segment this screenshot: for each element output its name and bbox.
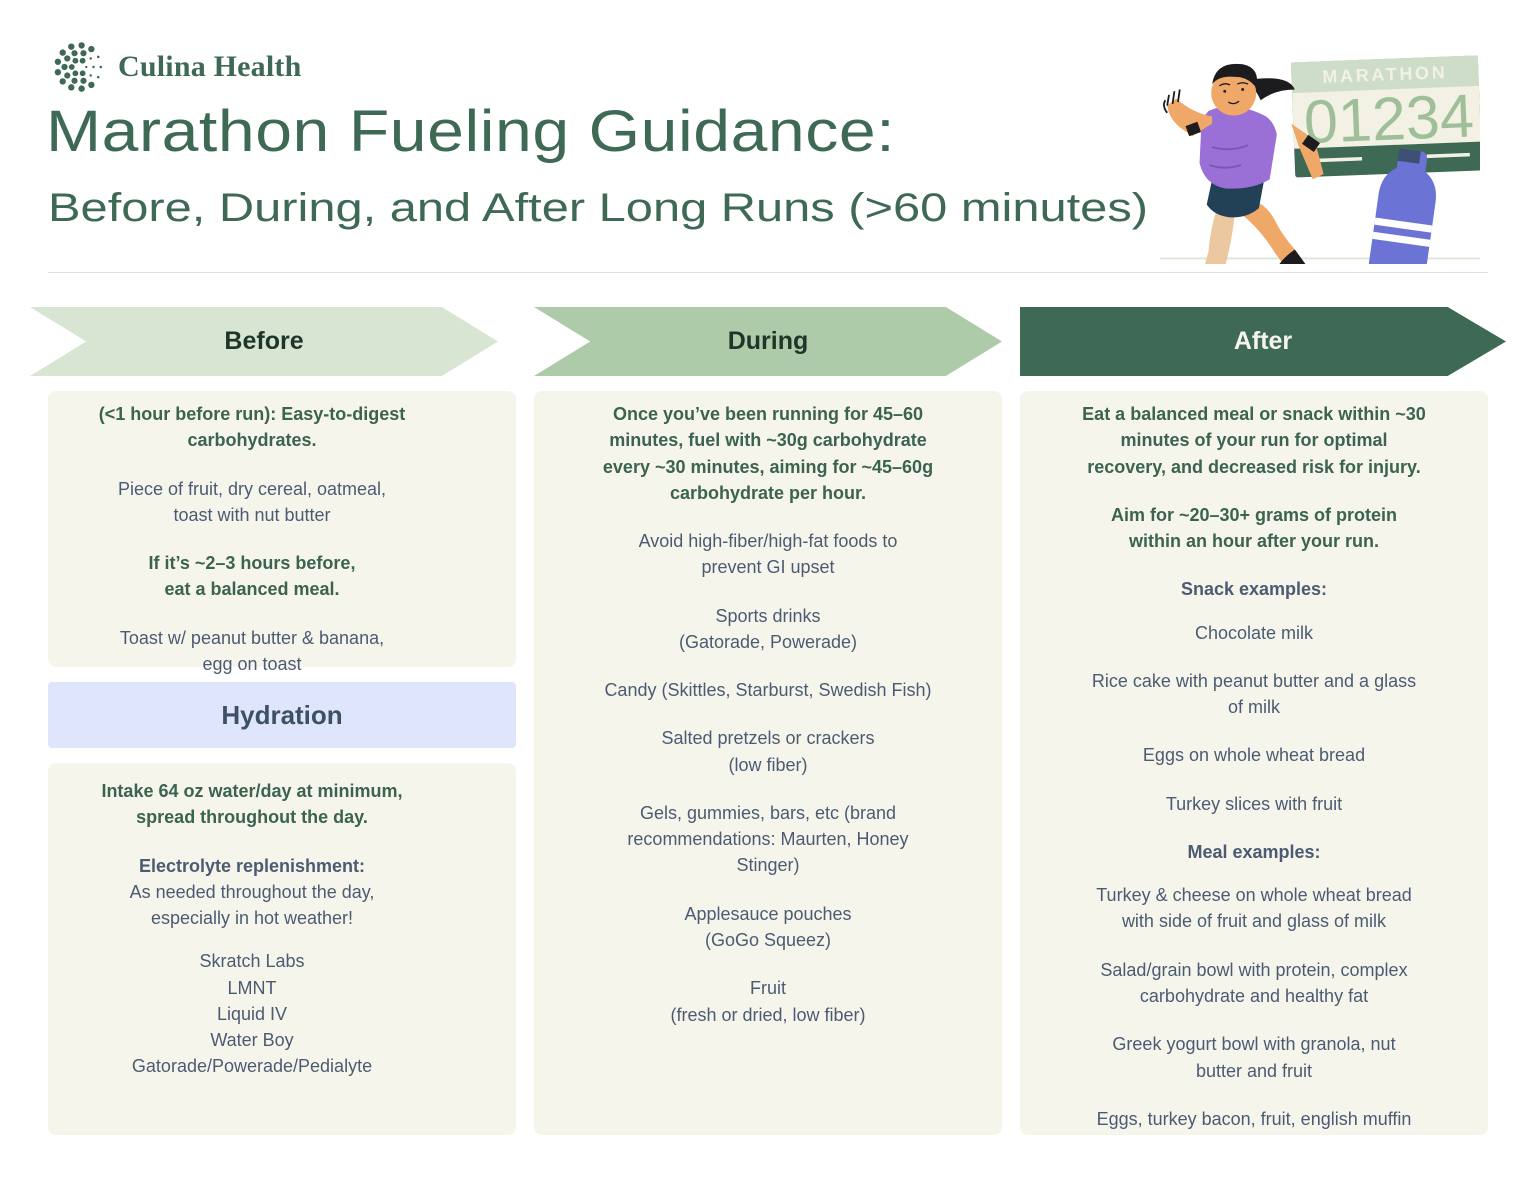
svg-text:01234: 01234 [1303, 81, 1475, 155]
